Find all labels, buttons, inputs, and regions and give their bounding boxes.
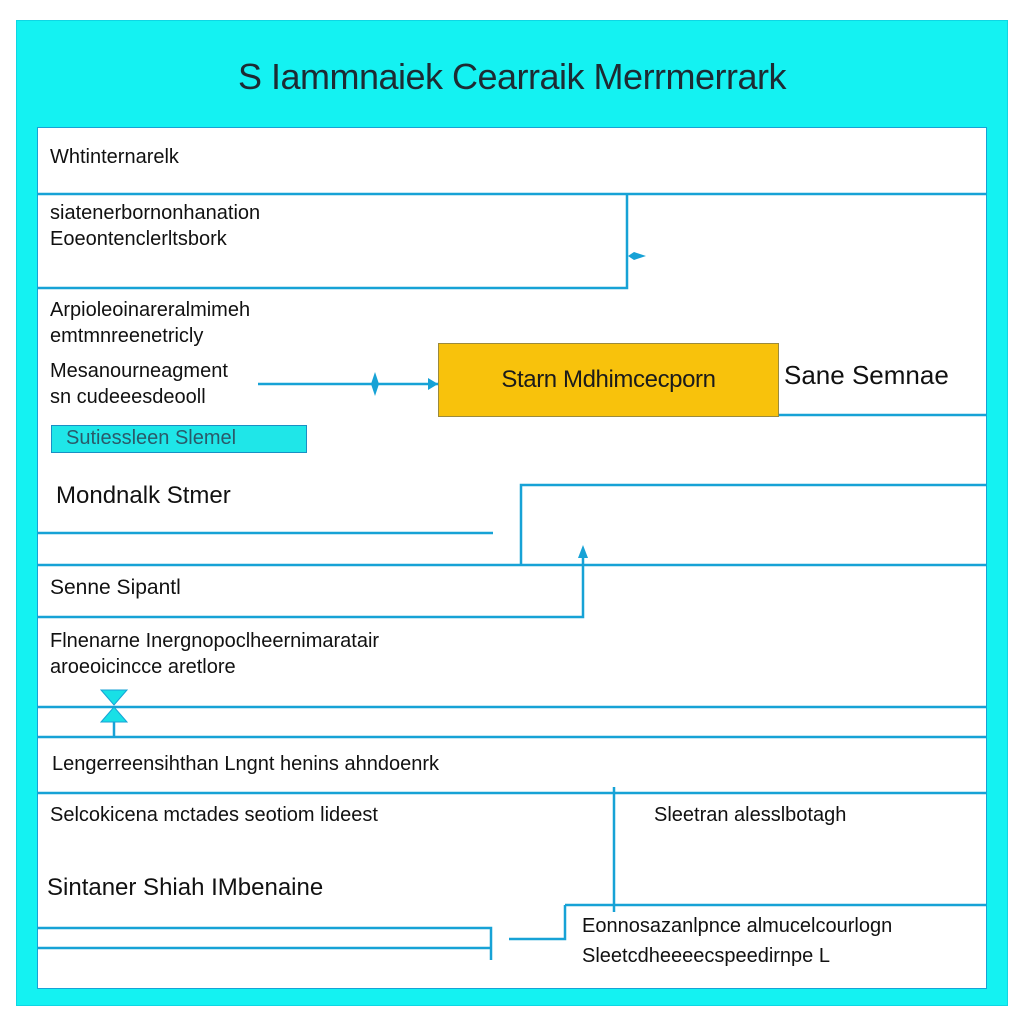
text-line: Arpioleoinareralmimeh [50,299,251,321]
cyan-tag: Sutiessleen Slemel [51,425,307,453]
text-line: emtmnreenetricly [50,325,204,347]
diagram-title: S Iammnaiek Cearraik Merrmerrark [237,56,787,97]
text-line: siatenerbornonhanation [50,202,261,224]
text-line: Flnenarne Inergnopoclheernimaratair [50,630,380,652]
triangle-down-icon [99,689,129,706]
side-label: Sane Semnae [784,360,949,390]
arrow-head-icon [428,378,438,390]
connector-line [37,194,629,290]
text-line: Eoeontenclerltsbork [50,228,227,250]
connector-line [509,905,567,941]
row-label: Selcokicena mctades seotiom lideest [50,804,378,826]
row-label: Lengerreensihthan Lngnt henins ahndoenrk [52,753,439,775]
arrow-head-icon [628,252,646,260]
connector-line [37,926,493,960]
section-heading: Sintaner Shiah IMbenaine [47,874,324,901]
text-block-1: siatenerbornonhanation Eoeontenclerltsbo… [50,200,260,252]
header-row-label: Whtinternarelk [50,146,179,168]
text-block-5: Eonnosazanlpnce almucelcourlogn Sleetcdh… [582,911,892,971]
arrow-head-icon [578,545,588,558]
text-line: sn cudeeesdeooll [50,386,206,408]
row-label: Senne Sipantl [50,576,181,599]
section-heading: Mondnalk Stmer [56,482,231,509]
text-block-3: Mesanourneagment sn cudeeesdeooll [50,358,228,410]
connector-line [37,555,585,619]
connector-line [519,483,987,565]
center-node: Starn Mdhimcecporn [438,343,779,417]
text-line: aroeoicincce aretlore [50,656,236,678]
arrow-head-icon [371,372,379,396]
text-block-2: Arpioleoinareralmimeh emtmnreenetricly [50,297,250,349]
text-line: Eonnosazanlpnce almucelcourlogn [582,915,893,937]
diagram-panel [37,127,987,989]
text-block-4: Flnenarne Inergnopoclheernimaratair aroe… [50,628,379,680]
text-line: Sleetcdheeeecspeedirnpe L [582,945,830,967]
text-line: Mesanourneagment [50,360,228,382]
right-note: Sleetran alesslbotagh [654,804,847,826]
triangle-up-icon [99,706,129,723]
